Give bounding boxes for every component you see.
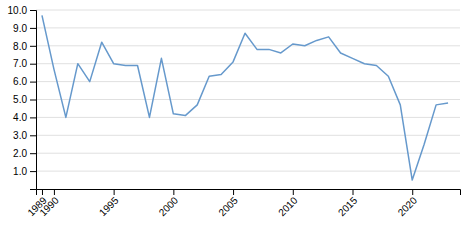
- y-tick-mark: [30, 153, 36, 154]
- x-axis: 19891990199520002005201020152020: [25, 189, 460, 218]
- y-tick-label: 3.0: [13, 130, 27, 141]
- x-tick-mark: [293, 189, 294, 195]
- y-tick: 1.0: [13, 166, 36, 177]
- y-tick-mark: [30, 10, 36, 11]
- grid-line: [36, 135, 460, 136]
- x-tick-mark: [173, 189, 174, 195]
- grid: [36, 10, 460, 171]
- y-tick-mark: [30, 135, 36, 136]
- x-tick: 1990: [37, 189, 61, 218]
- y-tick-label: 5.0: [13, 94, 27, 105]
- plot-area: [42, 15, 448, 180]
- y-tick: 3.0: [13, 130, 36, 141]
- x-tick: 2015: [336, 189, 360, 218]
- y-tick-label: 6.0: [13, 76, 27, 87]
- x-tick-mark: [114, 189, 115, 195]
- x-tick-label: 2005: [216, 194, 240, 218]
- grid-line: [36, 63, 460, 64]
- y-tick-mark: [30, 46, 36, 47]
- y-tick: 10.0: [8, 5, 36, 16]
- data-line: [42, 15, 448, 180]
- x-tick-mark: [42, 189, 43, 195]
- y-tick-mark: [30, 171, 36, 172]
- x-tick-label: 1990: [37, 194, 61, 218]
- x-tick-mark: [353, 189, 354, 195]
- x-tick-mark: [412, 189, 413, 195]
- y-tick-label: 8.0: [13, 41, 27, 52]
- grid-line: [36, 10, 460, 11]
- y-tick-label: 9.0: [13, 23, 27, 34]
- x-tick-mark: [54, 189, 55, 195]
- grid-line: [36, 99, 460, 100]
- y-tick: 7.0: [13, 58, 36, 69]
- grid-line: [36, 27, 460, 28]
- grid-line: [36, 81, 460, 82]
- x-tick: 1995: [97, 189, 121, 218]
- y-tick-label: 1.0: [13, 166, 27, 177]
- y-tick: 6.0: [13, 76, 36, 87]
- x-tick-mark: [233, 189, 234, 195]
- grid-line: [36, 45, 460, 46]
- x-tick: 2010: [276, 189, 300, 218]
- y-tick-mark: [30, 28, 36, 29]
- x-tick: 2020: [396, 189, 420, 218]
- x-tick: 2000: [157, 189, 181, 218]
- grid-line: [36, 153, 460, 154]
- y-tick-label: 10.0: [8, 5, 28, 16]
- y-tick: 2.0: [13, 148, 36, 159]
- x-tick-label: 2010: [276, 194, 300, 218]
- x-tick-label: 2020: [396, 194, 420, 218]
- y-tick: 4.0: [13, 112, 36, 123]
- x-axis-line: [37, 190, 461, 196]
- y-tick-label: 4.0: [13, 112, 27, 123]
- y-tick: 9.0: [13, 23, 36, 34]
- chart: 198919901995200020052010201520201.02.03.…: [0, 0, 474, 229]
- y-axis-line: [30, 11, 37, 190]
- y-tick-mark: [30, 82, 36, 83]
- y-axis: 1.0 2.0 3.0 4.0 5.0 6.0 7.0 8.0 9.0 10.0: [8, 5, 37, 190]
- y-tick-mark: [30, 64, 36, 65]
- x-tick-label: 2000: [157, 194, 181, 218]
- x-tick-label: 2015: [336, 194, 360, 218]
- y-tick-label: 2.0: [13, 148, 27, 159]
- x-tick: 2005: [216, 189, 240, 218]
- y-tick: 8.0: [13, 41, 36, 52]
- y-tick-mark: [30, 100, 36, 101]
- y-tick-mark: [30, 117, 36, 118]
- grid-line: [36, 171, 460, 172]
- x-tick-label: 1995: [97, 194, 121, 218]
- y-tick-label: 7.0: [13, 58, 27, 69]
- grid-line: [36, 117, 460, 118]
- y-tick: 5.0: [13, 94, 36, 105]
